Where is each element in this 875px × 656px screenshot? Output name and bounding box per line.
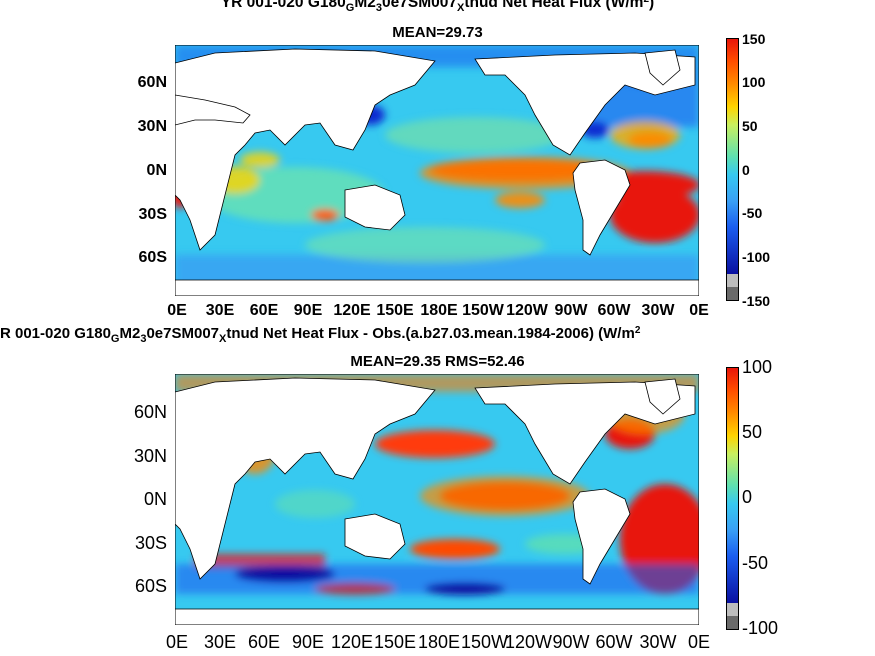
lon-tick: 60E xyxy=(247,632,281,652)
panel-subtitle-stats: MEAN=29.35 RMS=52.46 xyxy=(350,353,525,370)
lon-tick: 0E xyxy=(687,632,711,652)
lat-tick: 30N xyxy=(133,446,167,466)
heat-flux-difference-map xyxy=(175,374,699,625)
lon-tick: 180E xyxy=(420,302,458,319)
colorbar-tick: 100 xyxy=(742,357,773,377)
lon-tick: 30W xyxy=(639,632,677,652)
lat-tick: 30S xyxy=(138,206,167,223)
lat-tick: 60N xyxy=(137,74,167,91)
lon-tick: 150E xyxy=(376,302,414,319)
lat-tick: 0N xyxy=(143,489,167,509)
colorbar-tick: 0 xyxy=(742,487,753,507)
colorbar-tick: 50 xyxy=(742,422,763,442)
lon-tick: 90W xyxy=(554,302,588,319)
lon-tick: 60E xyxy=(249,302,279,319)
lon-tick: 150E xyxy=(373,632,417,652)
lon-tick: 60W xyxy=(597,302,631,319)
lon-tick: 150W xyxy=(462,302,504,319)
lat-tick: 0N xyxy=(146,162,167,179)
lon-tick: 120E xyxy=(333,302,371,319)
lon-tick: 0E xyxy=(165,632,189,652)
lat-tick: 60S xyxy=(134,576,167,596)
lat-tick: 30S xyxy=(134,533,167,553)
colorbar xyxy=(726,367,739,630)
land-masses xyxy=(175,377,699,625)
colorbar-tick: -50 xyxy=(742,205,763,221)
colorbar-tick: 100 xyxy=(742,74,766,90)
colorbar-tick: -50 xyxy=(742,553,769,573)
lon-tick: 90W xyxy=(552,632,590,652)
lat-tick: 60S xyxy=(138,249,167,266)
lon-tick: 150W xyxy=(461,632,509,652)
panel-net-heat-flux-minus-obs: R 001-020 G180GM230e7SM007Xtnud Net Heat… xyxy=(0,325,875,656)
land-masses xyxy=(175,48,699,296)
colorbar xyxy=(726,38,739,301)
colorbar-tick: 0 xyxy=(742,162,750,178)
panel-title: R 001-020 G180GM230e7SM007Xtnud Net Heat… xyxy=(0,325,641,345)
panel-title: YR 001-020 G180GM230e7SM007Xtnud Net Hea… xyxy=(220,0,655,14)
lon-tick: 90E xyxy=(291,632,325,652)
lon-tick: 120E xyxy=(330,632,374,652)
heat-flux-map xyxy=(175,45,699,296)
lat-tick: 30N xyxy=(137,118,167,135)
lon-tick: 180E xyxy=(417,632,461,652)
colorbar-tick: -150 xyxy=(742,293,771,309)
panel-subtitle-mean: MEAN=29.73 xyxy=(392,24,483,41)
lon-tick: 120W xyxy=(505,632,553,652)
colorbar-tick: -100 xyxy=(742,249,771,265)
colorbar-tick: -100 xyxy=(742,618,779,638)
lat-tick: 60N xyxy=(133,402,167,422)
lon-tick: 30W xyxy=(641,302,675,319)
lon-tick: 120W xyxy=(506,302,548,319)
lon-tick: 30E xyxy=(203,632,237,652)
panel-net-heat-flux: YR 001-020 G180GM230e7SM007Xtnud Net Hea… xyxy=(137,0,771,319)
colorbar-tick: 50 xyxy=(742,118,758,134)
lon-tick: 0E xyxy=(167,302,187,319)
lon-tick: 60W xyxy=(595,632,633,652)
lon-tick: 0E xyxy=(689,302,709,319)
colorbar-tick: 150 xyxy=(742,31,766,47)
lon-tick: 90E xyxy=(293,302,323,319)
lon-tick: 30E xyxy=(205,302,235,319)
